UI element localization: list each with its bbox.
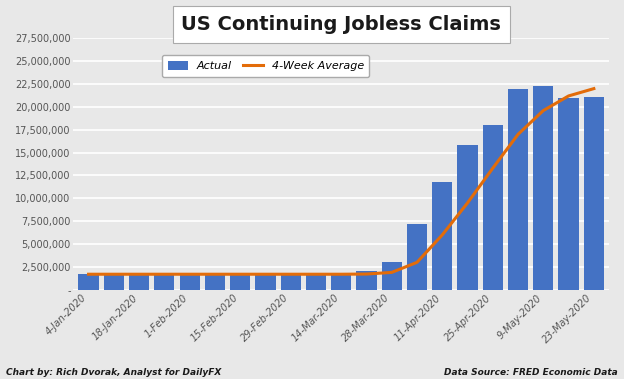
Bar bbox=[205, 274, 225, 290]
Bar bbox=[356, 271, 376, 290]
Bar bbox=[230, 274, 250, 290]
Bar bbox=[331, 274, 351, 290]
Bar bbox=[533, 86, 553, 290]
Text: Data Source: FRED Economic Data: Data Source: FRED Economic Data bbox=[444, 368, 618, 377]
Bar bbox=[407, 224, 427, 290]
Bar bbox=[154, 274, 175, 290]
Bar bbox=[104, 274, 124, 290]
Bar bbox=[508, 89, 528, 290]
Bar bbox=[457, 145, 477, 290]
Bar bbox=[558, 98, 578, 290]
Bar bbox=[255, 274, 276, 290]
Bar bbox=[483, 125, 503, 290]
Bar bbox=[583, 97, 604, 290]
Title: US Continuing Jobless Claims: US Continuing Jobless Claims bbox=[181, 15, 501, 34]
Text: Chart by: Rich Dvorak, Analyst for DailyFX: Chart by: Rich Dvorak, Analyst for Daily… bbox=[6, 368, 222, 377]
Bar bbox=[180, 274, 200, 290]
Bar bbox=[306, 274, 326, 290]
Legend: Actual, 4-Week Average: Actual, 4-Week Average bbox=[162, 55, 369, 77]
Bar bbox=[129, 274, 149, 290]
Bar bbox=[432, 182, 452, 290]
Bar bbox=[382, 262, 402, 290]
Bar bbox=[281, 274, 301, 290]
Bar bbox=[79, 274, 99, 290]
